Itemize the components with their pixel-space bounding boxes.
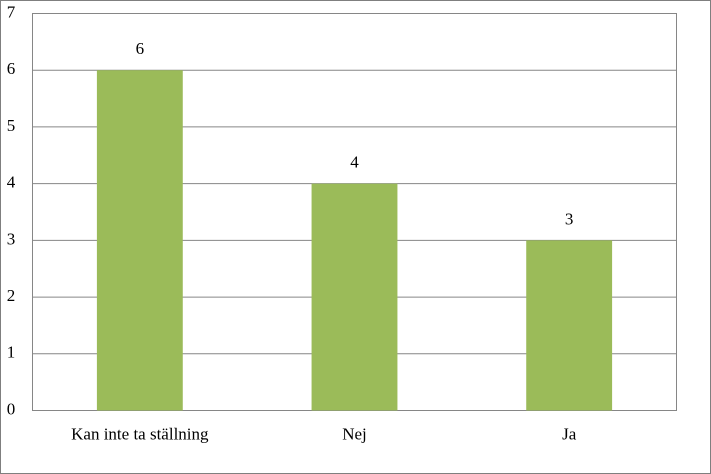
x-tick-label: Kan inte ta ställning [71, 424, 209, 443]
y-tick-label: 3 [7, 229, 16, 248]
data-label: 6 [136, 39, 145, 58]
data-label: 4 [350, 153, 359, 172]
y-tick-label: 4 [7, 173, 16, 192]
y-tick-label: 0 [7, 399, 16, 418]
data-label: 3 [565, 209, 574, 228]
x-tick-label: Ja [562, 424, 577, 443]
y-tick-label: 6 [7, 59, 16, 78]
y-tick-label: 7 [7, 2, 16, 21]
y-tick-label: 2 [7, 286, 16, 305]
x-tick-label: Nej [342, 424, 367, 443]
y-tick-label: 5 [7, 116, 16, 135]
bar [526, 240, 613, 411]
y-tick-label: 1 [7, 343, 16, 362]
bar [96, 70, 183, 411]
bar [311, 183, 398, 411]
